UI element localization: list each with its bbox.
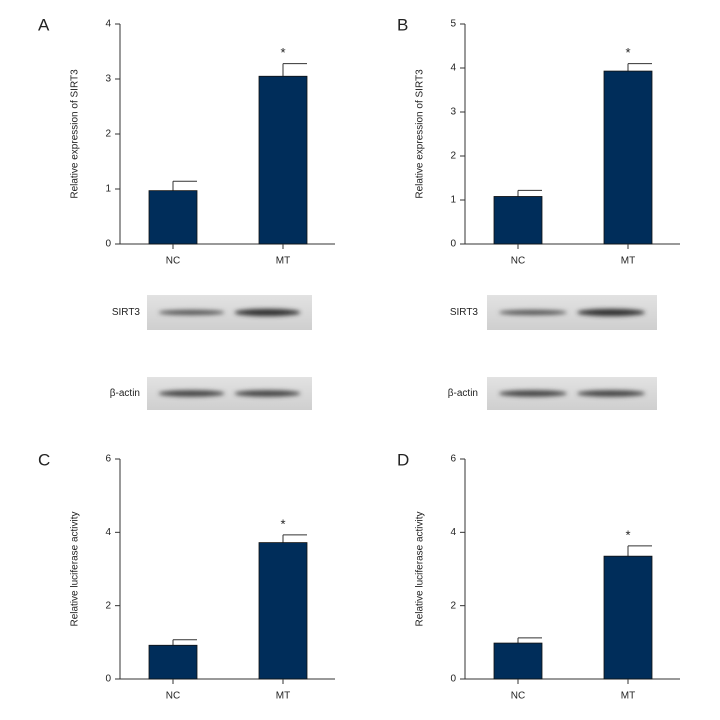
bar — [603, 70, 653, 245]
bar — [148, 190, 198, 245]
bar — [258, 75, 308, 245]
panel-letter: B — [397, 15, 408, 34]
y-tick-label: 0 — [450, 239, 456, 250]
y-tick-label: 0 — [450, 674, 456, 685]
blot-label: SIRT3 — [112, 307, 141, 318]
y-tick-label: 1 — [105, 184, 111, 195]
x-tick-label: MT — [621, 256, 635, 267]
y-tick-label: 4 — [105, 19, 111, 30]
y-tick-label: 6 — [105, 454, 111, 465]
bar — [493, 196, 543, 245]
y-tick-label: 2 — [450, 151, 456, 162]
y-axis-label: Relative luciferase activity — [415, 511, 426, 626]
x-tick-label: NC — [511, 256, 525, 267]
x-tick-label: MT — [621, 691, 635, 702]
y-axis-label: Relative expression of SIRT3 — [415, 69, 426, 199]
panel-letter: C — [38, 450, 50, 469]
x-tick-label: MT — [276, 256, 290, 267]
significance-mark: * — [625, 527, 630, 542]
y-tick-label: 3 — [105, 74, 111, 85]
bar — [493, 642, 543, 680]
bar — [603, 555, 653, 680]
y-axis-label: Relative expression of SIRT3 — [70, 69, 81, 199]
y-tick-label: 1 — [450, 195, 456, 206]
y-tick-label: 0 — [105, 239, 111, 250]
y-tick-label: 6 — [450, 454, 456, 465]
y-tick-label: 0 — [105, 674, 111, 685]
y-tick-label: 4 — [450, 527, 456, 538]
blot-band — [498, 309, 567, 316]
x-tick-label: NC — [166, 691, 180, 702]
blot-band — [498, 390, 567, 397]
y-tick-label: 5 — [450, 19, 456, 30]
panel-letter: A — [38, 15, 50, 34]
y-axis-label: Relative luciferase activity — [70, 511, 81, 626]
y-tick-label: 2 — [450, 600, 456, 611]
bar — [258, 542, 308, 680]
blot-label: β-actin — [110, 388, 140, 399]
blot-band — [577, 308, 646, 317]
y-tick-label: 4 — [450, 63, 456, 74]
significance-mark: * — [280, 45, 285, 60]
blot-label: β-actin — [448, 388, 478, 399]
y-tick-label: 3 — [450, 107, 456, 118]
blot-band — [158, 390, 225, 397]
blot-band — [234, 308, 301, 317]
panel-letter: D — [397, 450, 409, 469]
blot-band — [577, 390, 646, 397]
x-tick-label: MT — [276, 691, 290, 702]
x-tick-label: NC — [166, 256, 180, 267]
x-tick-label: NC — [511, 691, 525, 702]
blot-band — [158, 309, 225, 316]
y-tick-label: 2 — [105, 600, 111, 611]
blot-label: SIRT3 — [450, 307, 479, 318]
blot-band — [234, 390, 301, 397]
significance-mark: * — [280, 516, 285, 531]
y-tick-label: 2 — [105, 129, 111, 140]
bar — [148, 644, 198, 680]
y-tick-label: 4 — [105, 527, 111, 538]
significance-mark: * — [625, 45, 630, 60]
